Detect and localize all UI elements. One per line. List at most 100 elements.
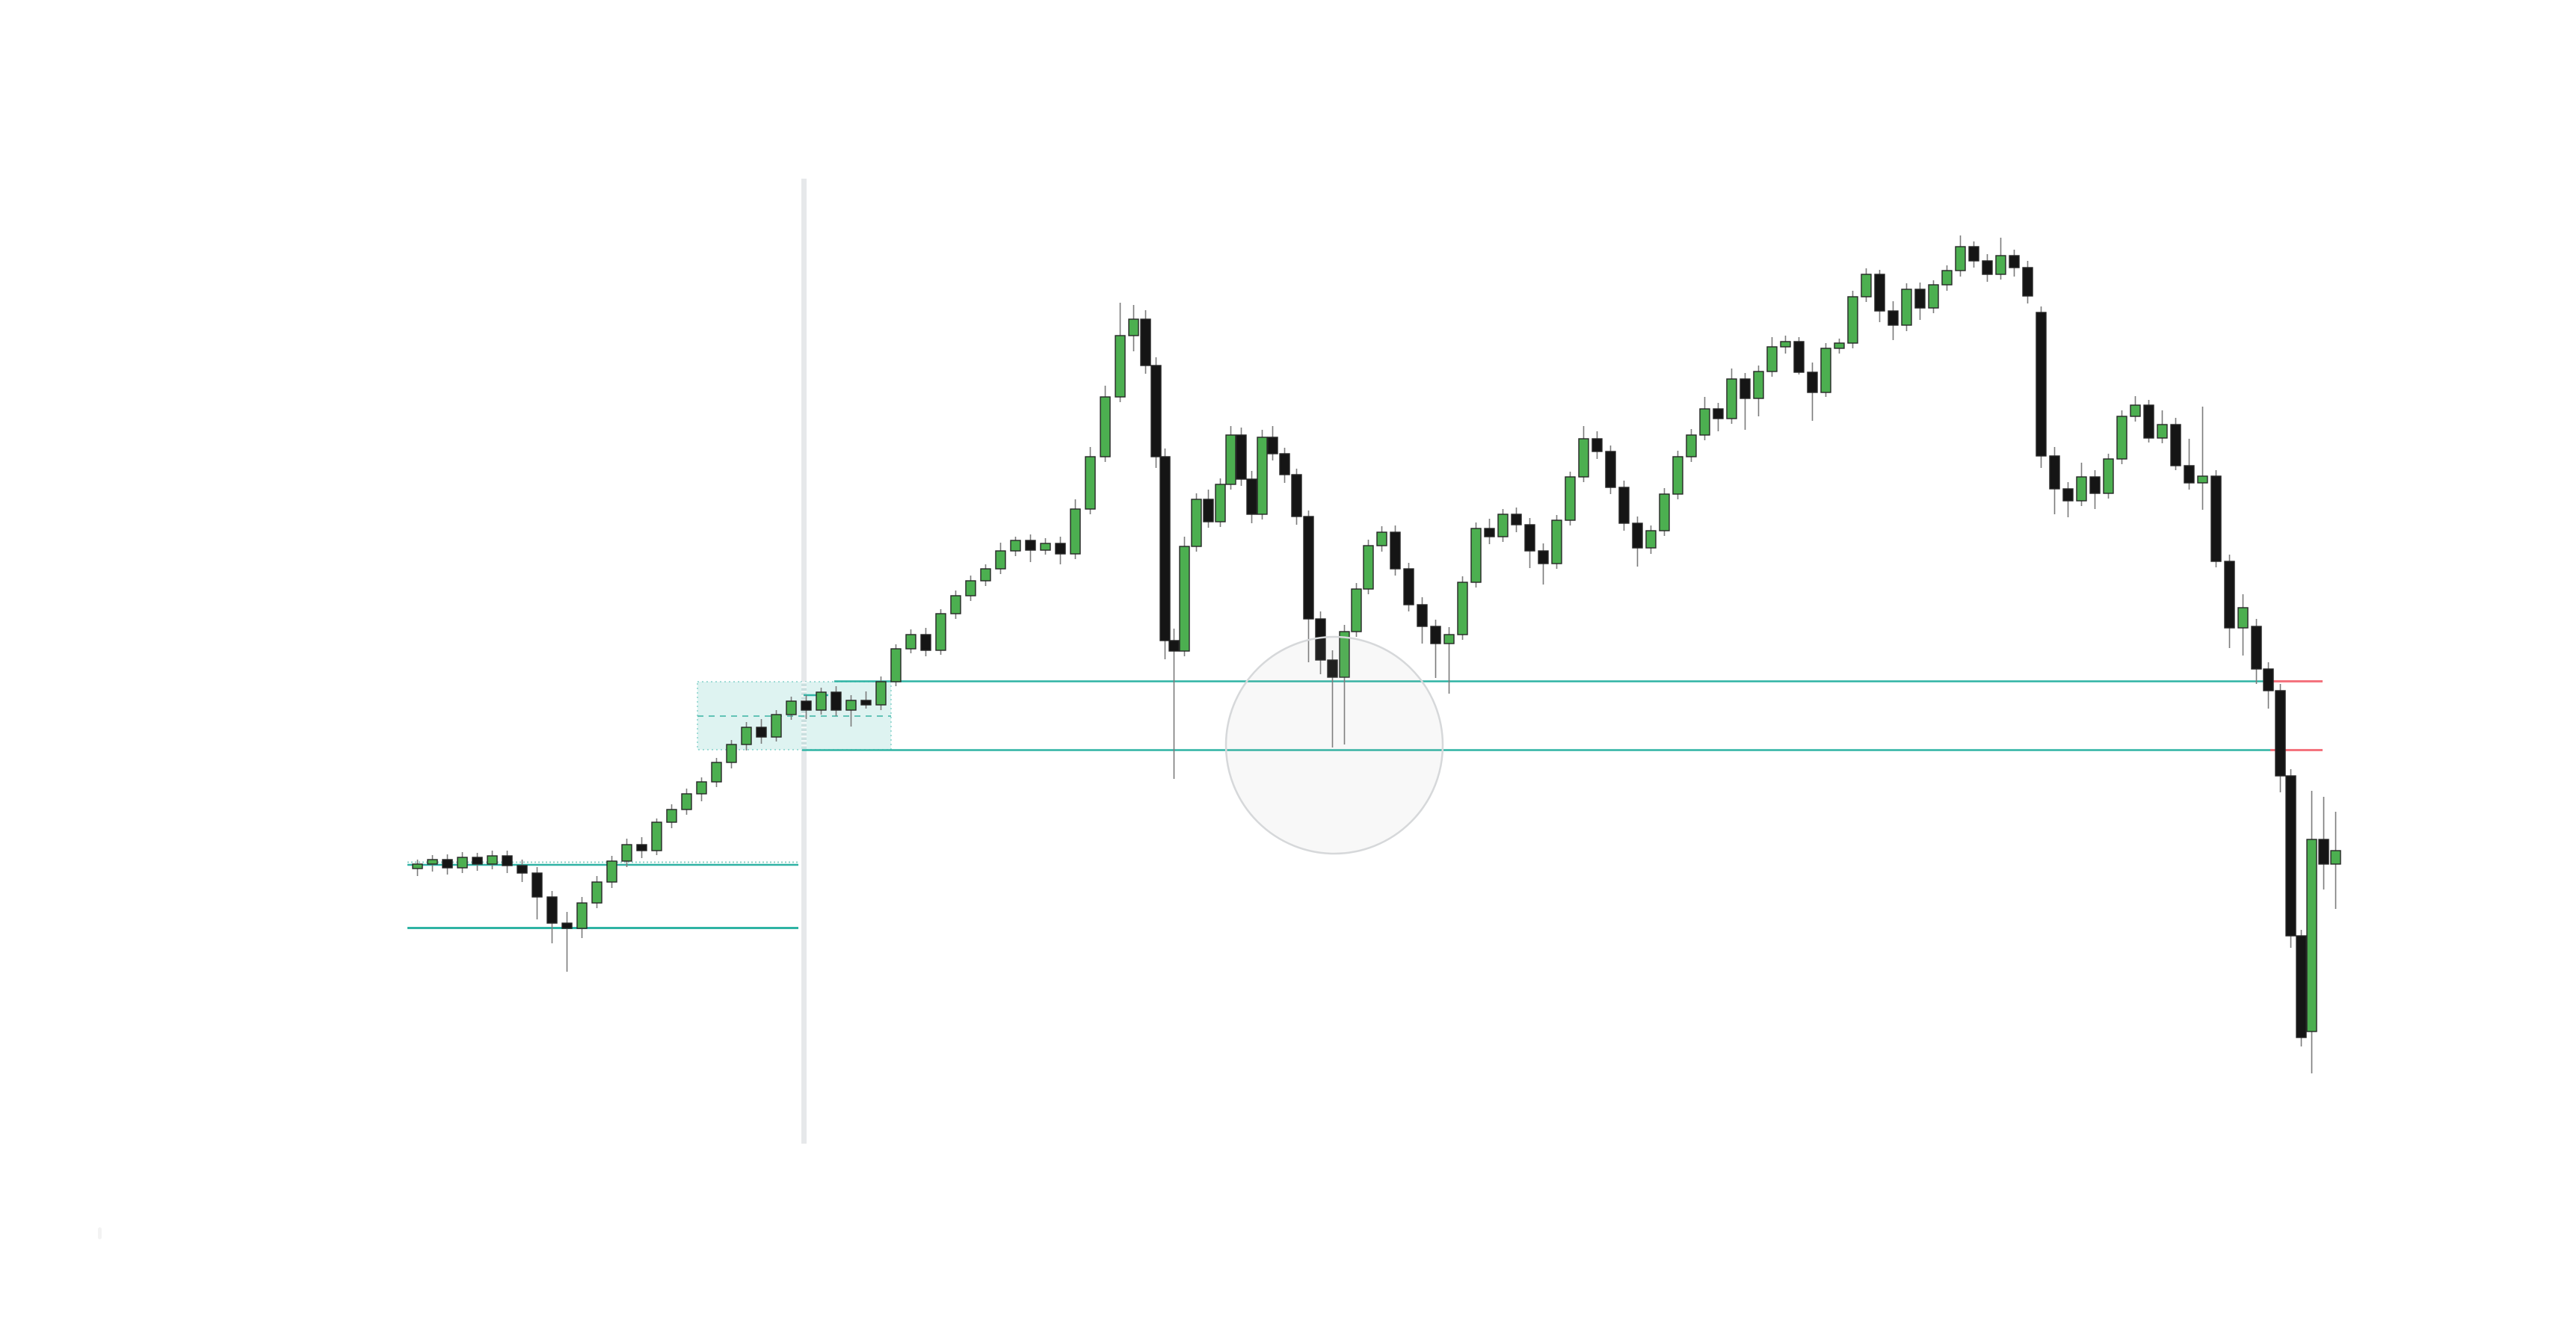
candle-body <box>457 857 468 869</box>
candle-body <box>591 881 603 904</box>
candle-body <box>801 700 812 711</box>
candle-body <box>1874 274 1885 312</box>
price-level-lines[interactable] <box>802 680 2323 751</box>
candle-body <box>606 860 617 883</box>
candle-body <box>2184 465 2195 484</box>
candle-body <box>2103 458 2114 494</box>
candle-body <box>2022 267 2033 297</box>
candle-body <box>1215 484 1226 522</box>
candle-body <box>1511 514 1522 525</box>
candle-body <box>1339 631 1350 678</box>
candle-body <box>1327 659 1338 678</box>
candle-body <box>1955 246 1966 271</box>
candle-body <box>1443 634 1455 644</box>
candle-body <box>2062 488 2074 502</box>
candle-body <box>1055 543 1066 555</box>
candle-body <box>487 855 498 865</box>
candle-body <box>1457 582 1468 635</box>
candle-body <box>1150 365 1162 457</box>
candle-body <box>1740 378 1751 399</box>
candle-body <box>1430 626 1441 644</box>
candle-body <box>2237 607 2249 629</box>
candle-body <box>1780 341 1791 348</box>
candle-body <box>875 681 887 706</box>
candle-body <box>1351 588 1362 632</box>
supply-zone-box[interactable] <box>697 681 892 750</box>
candle-body <box>1847 296 1858 344</box>
candle-body <box>621 844 632 862</box>
candle-body <box>1578 438 1589 478</box>
candle-body <box>1470 528 1482 583</box>
candle-body <box>1524 524 1535 552</box>
candle-body <box>935 613 946 651</box>
candle-body <box>472 857 483 865</box>
candle-body <box>905 634 916 650</box>
candle-body <box>561 922 573 929</box>
candle-body <box>651 821 662 851</box>
supply-zone-box-area[interactable] <box>697 681 892 750</box>
highlight-circle[interactable] <box>1224 635 1444 855</box>
candle-body <box>2210 475 2222 562</box>
candle-body <box>726 744 737 763</box>
candle-body <box>1672 456 1683 495</box>
candle-body <box>1834 342 1845 349</box>
candle-body <box>2224 561 2235 629</box>
candle-body <box>2330 850 2341 865</box>
candle-body <box>950 595 961 614</box>
candle-body <box>2049 455 2060 490</box>
left-support-lines[interactable] <box>407 861 798 929</box>
candle-body <box>681 793 692 810</box>
candle-body <box>2009 255 2020 268</box>
candle-body <box>2170 424 2181 466</box>
candle-body <box>1928 284 1939 309</box>
candle-body <box>2143 404 2154 439</box>
candle-body <box>502 855 513 866</box>
candle-body <box>1203 499 1214 522</box>
candle-body <box>1645 530 1657 549</box>
candle-body <box>995 550 1006 570</box>
candle-body <box>1618 487 1630 524</box>
candle-body <box>1632 522 1643 549</box>
candle-body <box>2296 935 2307 1038</box>
candle-body <box>1982 260 1993 275</box>
candle-body <box>546 896 558 924</box>
candle-body <box>1070 508 1081 555</box>
candle-body <box>636 844 647 851</box>
candle-body <box>1726 378 1737 419</box>
candle-body <box>1713 408 1724 419</box>
candle-body <box>1115 335 1126 398</box>
candle-body <box>427 859 438 865</box>
candle-body <box>1236 434 1247 480</box>
candle-body <box>2318 839 2329 865</box>
candle-body <box>1605 451 1616 488</box>
candle-body <box>1403 568 1414 605</box>
candle-body <box>2089 476 2101 494</box>
candle-body <box>1246 478 1257 515</box>
candle-body <box>890 648 902 682</box>
candle-body <box>786 700 797 715</box>
candle-body <box>1995 255 2006 275</box>
candle-body <box>1807 371 1818 393</box>
candle-body <box>1497 514 1509 537</box>
candle-body <box>1551 519 1562 564</box>
candle-body <box>2275 690 2286 777</box>
candle-body <box>1168 640 1180 652</box>
candle-body <box>1191 499 1202 547</box>
candle-body <box>756 727 767 738</box>
candle-body <box>1040 543 1051 551</box>
candle-body <box>2306 839 2317 1032</box>
candle-body <box>1085 456 1096 510</box>
candle-body <box>831 691 842 711</box>
candle-body <box>1315 618 1326 661</box>
candles-layer <box>412 235 2341 1073</box>
candle-body <box>1914 289 1926 309</box>
candle-body <box>1417 604 1428 627</box>
candle-body <box>1225 434 1236 485</box>
candle-body <box>576 902 588 929</box>
candle-body <box>1484 528 1495 537</box>
candle-body <box>1390 531 1401 570</box>
candle-body <box>1100 396 1111 457</box>
candle-body <box>1025 540 1036 551</box>
candle-body <box>696 781 707 795</box>
